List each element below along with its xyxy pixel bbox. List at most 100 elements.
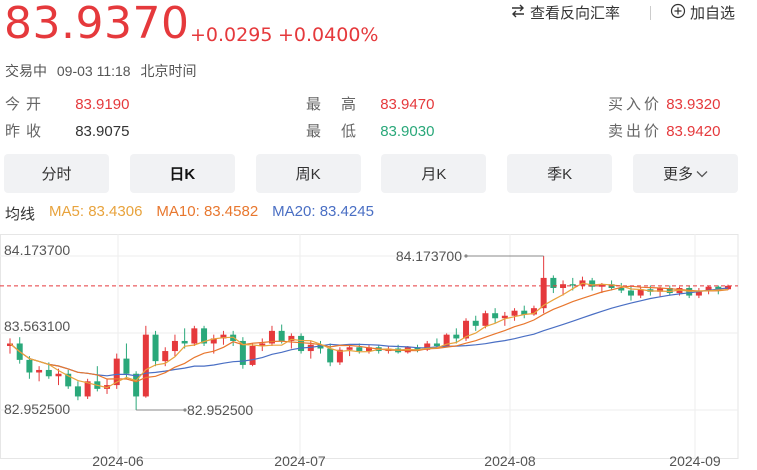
tab-more-label: 更多 [662,166,693,183]
stat-open: 今开 83.9190 [5,93,129,114]
candle-body [521,310,528,315]
trade-status: 交易中 09-03 11:18 北京时间 [5,61,202,81]
stat-high: 最高 83.9470 [306,93,434,114]
reverse-rate-button[interactable]: 查看反向汇率 [510,2,620,23]
candle-body [317,344,324,349]
candle-body [501,315,508,319]
plus-circle-icon [670,3,686,23]
candle-body [569,284,576,286]
stat-low-value: 83.9030 [380,123,435,140]
candle-body [36,369,43,373]
tab-more[interactable]: 更多 [632,154,738,193]
candle-body [366,347,372,352]
candle-body [152,334,159,362]
candle-body [637,289,644,296]
candle-body [336,349,343,363]
stat-bid-label: 买入价 [608,96,663,113]
max-marker-dot [464,254,468,258]
chart-frame [0,234,739,459]
candle-body [657,287,664,292]
candle-body [239,340,246,365]
candle-body [433,343,440,347]
candle-body [589,280,596,287]
candle-body [463,320,470,339]
x-tick-label: 2024-07 [274,453,326,469]
quote-datetime: 09-03 11:18 [56,63,131,79]
stat-high-value: 83.9470 [380,96,435,113]
stat-bid-value: 83.9320 [666,96,721,113]
add-watchlist-button[interactable]: 加自选 [670,2,735,23]
candle-body [453,334,460,339]
stat-prev-close-label: 昨收 [5,123,48,140]
candle-body [482,313,489,326]
candle-body [666,287,673,294]
ma20-line [9,287,729,377]
candle-body [492,313,499,319]
candle-body [74,386,81,397]
candle-body [181,340,188,344]
ma-title: 均线 [5,206,36,223]
candle-body [259,343,266,347]
candle-body [133,373,140,397]
min-marker-dot [183,408,187,412]
stat-open-value: 83.9190 [75,96,130,113]
y-tick-label: 84.173700 [4,242,70,258]
stat-open-label: 今开 [5,96,48,113]
x-tick-label: 2024-09 [669,453,721,469]
stat-low: 最低 83.9030 [306,120,434,141]
candle-body [84,381,91,397]
candle-body [424,343,431,350]
candle-body [715,286,722,290]
candle-body [298,335,305,352]
candlestick-chart[interactable]: 84.173700 83.563100 82.952500 2024-06 2024-0… [0,228,757,470]
tab-quarterly-k[interactable]: 季K [507,154,613,193]
candle-body [530,308,537,315]
candle-body [511,310,518,316]
candle-body [540,277,547,309]
stat-ask: 卖出价 83.9420 [608,120,720,141]
candle-body [695,290,702,296]
action-divider [650,6,651,20]
tab-monthly-k[interactable]: 月K [381,154,487,193]
current-price: 83.9370 [4,0,190,49]
tab-daily-k[interactable]: 日K [129,154,235,193]
candle-body [550,277,557,288]
candle-body [220,334,227,339]
min-price-label: 82.952500 [187,402,253,418]
candle-body [45,369,52,377]
ma10-value: MA10: 83.4582 [156,203,259,220]
ma-legend: 均线 MA5: 83.4306 MA10: 83.4582 MA20: 83.4… [5,203,374,224]
stat-prev-close-value: 83.9075 [75,123,130,140]
candle-body [142,334,149,397]
candle-body [725,285,731,290]
candle-body [171,340,178,352]
candle-body [201,328,208,344]
candle-body [356,347,363,352]
price-change: +0.0295 [190,24,273,46]
candle-body [443,334,450,347]
candle-body [162,351,169,362]
candle-body [26,359,33,373]
y-tick-label: 83.563100 [4,318,70,334]
period-tabs: 分时 日K 周K 月K 季K 更多 [4,154,738,193]
candle-body [598,284,605,287]
reverse-rate-label: 查看反向汇率 [530,5,621,22]
candle-body [65,373,72,387]
candle-body [191,328,198,344]
ma5-value: MA5: 83.4306 [49,203,143,220]
y-tick-label: 82.952500 [4,401,70,417]
tab-intraday[interactable]: 分时 [4,154,109,193]
stat-ask-label: 卖出价 [608,123,663,140]
x-tick-label: 2024-06 [92,453,144,469]
candle-body [327,348,334,363]
tab-weekly-k[interactable]: 周K [255,154,361,193]
x-tick-label: 2024-08 [484,453,536,469]
candle-body [268,330,275,344]
candle-body [113,358,120,386]
stat-low-label: 最低 [306,123,377,140]
candle-body [288,335,295,341]
swap-arrows-icon [510,4,526,22]
candle-body [123,358,130,374]
ma20-value: MA20: 83.4245 [272,203,374,220]
candle-body [249,346,256,365]
